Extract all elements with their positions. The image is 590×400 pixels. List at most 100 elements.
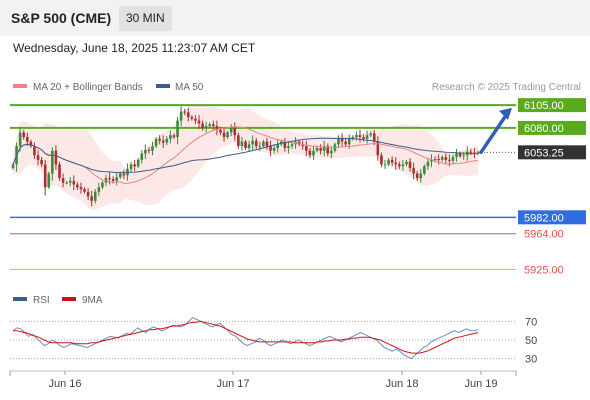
candle-body-16	[68, 180, 72, 183]
chart-datetime: Wednesday, June 18, 2025 11:23:07 AM CET	[13, 41, 256, 55]
candle-body-28	[111, 179, 115, 181]
header-bar: S&P 500 (CME) 30 MIN	[0, 0, 590, 36]
ma50-line	[12, 137, 479, 174]
candle-body-62	[233, 127, 237, 136]
candle-body-64	[240, 141, 244, 147]
candle-body-109	[401, 164, 405, 167]
candle-body-63	[237, 135, 240, 147]
candle-body-54	[204, 126, 208, 128]
candle-body-120	[440, 157, 444, 160]
x-tick-label-1: Jun 17	[216, 378, 249, 390]
candle-body-100	[369, 133, 372, 136]
candle-body-22	[90, 196, 93, 201]
candle-body-0	[11, 164, 15, 169]
rsi-legend-label: RSI	[33, 295, 50, 306]
candle-body-4	[26, 137, 29, 142]
rsi-ma-legend-label: 9MA	[82, 295, 103, 306]
candle-body-58	[219, 129, 222, 133]
candle-body-38	[147, 149, 151, 151]
candle-body-23	[93, 191, 97, 201]
rsi-tick-2: 30	[525, 354, 537, 366]
ma20-legend-swatch	[13, 84, 27, 88]
rsi-line	[12, 317, 479, 360]
instrument-title: S&P 500 (CME)	[11, 10, 112, 26]
candle-body-91	[337, 138, 340, 145]
candle-body-55	[208, 124, 212, 127]
level-tag-1	[518, 120, 586, 135]
level-label-1: 6080.00	[524, 123, 564, 135]
candle-body-89	[330, 150, 333, 154]
x-tick-label-0: Jun 16	[48, 378, 81, 390]
rsi-tick-0: 70	[525, 316, 537, 328]
candle-body-122	[448, 159, 451, 161]
rsi-tick-1: 50	[525, 335, 537, 347]
candle-body-49	[186, 112, 190, 117]
candle-body-114	[419, 173, 423, 179]
candle-body-70	[262, 141, 265, 147]
candle-body-119	[437, 158, 440, 160]
candle-body-101	[372, 133, 376, 142]
candle-body-9	[43, 164, 47, 188]
candle-body-104	[383, 164, 387, 166]
candle-body-27	[108, 178, 111, 180]
candle-body-103	[380, 155, 383, 165]
candle-body-77	[287, 146, 290, 148]
candle-body-113	[415, 173, 419, 179]
candle-body-92	[340, 138, 344, 142]
candle-body-21	[86, 191, 90, 197]
rsi-ma-line	[13, 320, 479, 354]
candle-body-106	[390, 159, 394, 163]
candle-body-6	[33, 146, 36, 156]
level-tag-2	[518, 210, 586, 225]
candle-body-123	[451, 157, 455, 161]
candle-body-13	[58, 164, 61, 179]
candle-body-126	[462, 155, 465, 157]
candle-body-20	[83, 189, 86, 192]
ma50-legend-swatch	[156, 84, 170, 88]
candle-body-7	[36, 155, 40, 160]
current-price-label: 6053.25	[524, 147, 564, 159]
candle-body-84	[312, 150, 315, 156]
candle-body-96	[355, 135, 358, 138]
candle-body-43	[165, 138, 169, 143]
candle-body-11	[51, 150, 54, 174]
candle-body-12	[54, 150, 58, 165]
candle-body-53	[201, 123, 204, 128]
forecast-arrow-head	[499, 107, 512, 120]
candle-body-37	[144, 149, 147, 154]
candle-body-18	[76, 184, 79, 188]
candle-body-40	[154, 138, 158, 147]
candle-body-116	[426, 161, 430, 167]
candle-body-99	[365, 135, 369, 139]
candle-body-57	[215, 126, 219, 130]
candle-body-48	[183, 111, 186, 113]
candle-body-30	[119, 173, 122, 178]
interval-button[interactable]: 30 MIN	[119, 6, 172, 31]
level-tag-0	[518, 98, 586, 113]
candle-body-98	[362, 137, 365, 139]
candle-body-14	[61, 178, 65, 183]
candle-body-128	[469, 151, 473, 153]
candle-body-45	[172, 135, 176, 138]
candle-body-34	[133, 164, 136, 167]
candle-body-115	[423, 166, 426, 174]
candle-body-124	[455, 153, 458, 158]
ma50-legend-label: MA 50	[175, 82, 204, 93]
candle-body-25	[101, 182, 104, 188]
candle-body-69	[258, 146, 262, 148]
candle-body-102	[376, 141, 380, 156]
candle-body-86	[319, 147, 322, 151]
forecast-arrow-shaft	[479, 112, 509, 155]
candle-body-74	[276, 144, 279, 148]
candle-body-94	[347, 138, 351, 145]
candle-body-80	[297, 141, 301, 145]
candle-body-19	[79, 187, 83, 190]
candle-body-112	[412, 168, 415, 174]
candle-body-24	[97, 187, 101, 192]
candle-body-42	[161, 140, 165, 143]
candle-body-130	[476, 152, 480, 154]
candle-body-50	[190, 116, 194, 119]
candle-body-31	[122, 173, 126, 176]
candle-body-82	[305, 146, 308, 151]
candle-body-93	[344, 141, 347, 145]
